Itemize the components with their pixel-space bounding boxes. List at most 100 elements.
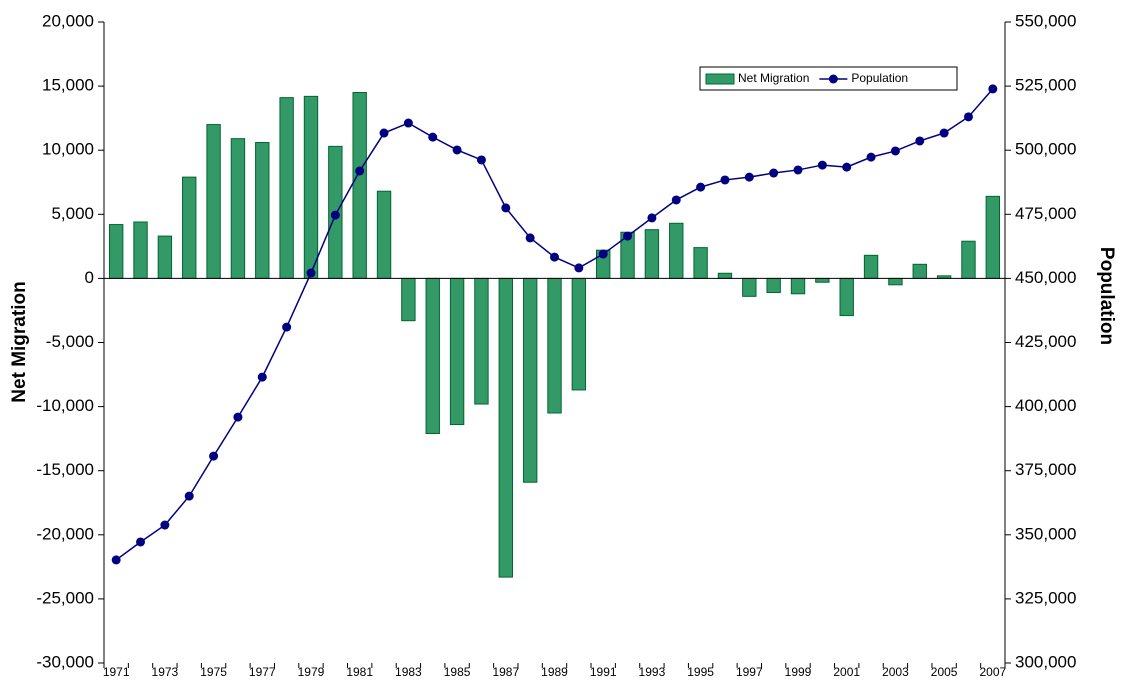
- line-point: [306, 268, 316, 278]
- y2-tick-label: 400,000: [1015, 396, 1076, 415]
- bar: [108, 224, 124, 279]
- line-point: [915, 136, 925, 146]
- x-tick-label: 1999: [785, 665, 812, 679]
- line-point: [403, 118, 413, 128]
- bar: [449, 277, 465, 426]
- y2-tick-label: 550,000: [1015, 11, 1076, 30]
- line-point: [233, 412, 243, 422]
- x-tick-label: 1985: [444, 665, 471, 679]
- bar: [717, 272, 733, 279]
- y-tick-label: 0: [85, 268, 94, 287]
- bar: [644, 229, 660, 279]
- x-tick-label: 2005: [931, 665, 958, 679]
- bar: [888, 277, 903, 286]
- y-tick-label: 20,000: [42, 11, 94, 30]
- line-point: [209, 451, 219, 461]
- bar: [255, 142, 270, 279]
- legend-label: Net Migration: [738, 71, 809, 85]
- y-tick-label: -30,000: [36, 652, 94, 671]
- y-tick-label: -20,000: [36, 524, 94, 543]
- line-point: [136, 537, 146, 547]
- line-point: [696, 182, 706, 192]
- legend-swatch: [705, 73, 735, 85]
- line-point: [769, 168, 779, 178]
- bar: [790, 277, 806, 295]
- bar: [669, 222, 684, 279]
- x-tick-label: 1973: [152, 665, 179, 679]
- y-tick-label: 10,000: [42, 140, 94, 159]
- line-point: [160, 520, 170, 530]
- bar: [571, 277, 587, 391]
- bar: [985, 195, 1001, 279]
- line-point: [184, 491, 194, 501]
- line-point: [623, 231, 633, 241]
- bar: [815, 277, 830, 283]
- line-point: [282, 322, 292, 332]
- bar: [157, 235, 173, 279]
- line-point: [257, 372, 267, 382]
- line-point: [963, 112, 973, 122]
- bar: [498, 277, 513, 578]
- y2-tick-label: 350,000: [1015, 524, 1076, 543]
- x-tick-label: 1989: [541, 665, 568, 679]
- y2-tick-label: 450,000: [1015, 268, 1076, 287]
- y2-axis-title: Population: [1096, 247, 1117, 345]
- bar: [182, 176, 197, 279]
- y-axis-title: Net Migration: [9, 281, 30, 402]
- y2-tick-label: 375,000: [1015, 460, 1076, 479]
- line-point: [550, 252, 559, 262]
- line-point: [476, 155, 486, 165]
- x-tick-label: 1993: [639, 665, 666, 679]
- bar: [425, 277, 440, 435]
- line-point: [598, 249, 608, 259]
- x-tick-label: 1975: [200, 665, 227, 679]
- line-point: [720, 175, 730, 185]
- y2-tick-label: 500,000: [1015, 140, 1076, 159]
- bar: [693, 247, 708, 279]
- line-point: [647, 213, 657, 223]
- y-tick-label: -25,000: [36, 588, 94, 607]
- line-point: [330, 210, 340, 220]
- x-tick-label: 1983: [395, 665, 422, 679]
- y2-tick-label: 475,000: [1015, 204, 1076, 223]
- line-point: [452, 145, 462, 155]
- x-tick-label: 1977: [249, 665, 276, 679]
- bar: [839, 277, 854, 317]
- y-tick-label: 5,000: [51, 204, 94, 223]
- legend-swatch-point: [828, 74, 838, 84]
- y2-tick-label: 525,000: [1015, 76, 1076, 95]
- line-point: [671, 195, 681, 205]
- bar: [863, 254, 879, 279]
- line-point: [866, 152, 876, 162]
- x-tick-label: 1995: [687, 665, 714, 679]
- x-tick-label: 1987: [492, 665, 519, 679]
- y-tick-label: -5,000: [46, 332, 94, 351]
- line-point: [744, 172, 754, 182]
- y2-tick-label: 325,000: [1015, 588, 1076, 607]
- line-point: [525, 233, 535, 243]
- line-point: [111, 555, 121, 565]
- line-point: [501, 203, 511, 213]
- bar: [376, 190, 392, 279]
- line-point: [890, 146, 900, 156]
- line-point: [355, 166, 365, 176]
- x-tick-label: 1981: [346, 665, 373, 679]
- bar: [766, 277, 781, 294]
- x-tick-label: 1979: [298, 665, 325, 679]
- line-point: [939, 128, 949, 138]
- legend-label: Population: [851, 71, 908, 85]
- line-point: [988, 84, 998, 94]
- x-tick-label: 1971: [103, 665, 130, 679]
- bar: [401, 277, 416, 322]
- bar: [522, 277, 538, 483]
- line-point: [793, 165, 803, 175]
- y2-tick-label: 425,000: [1015, 332, 1076, 351]
- bar: [474, 277, 489, 405]
- bar: [742, 277, 757, 297]
- bar: [206, 124, 221, 279]
- line-point: [842, 162, 852, 172]
- bar: [303, 95, 319, 279]
- bar: [133, 221, 148, 279]
